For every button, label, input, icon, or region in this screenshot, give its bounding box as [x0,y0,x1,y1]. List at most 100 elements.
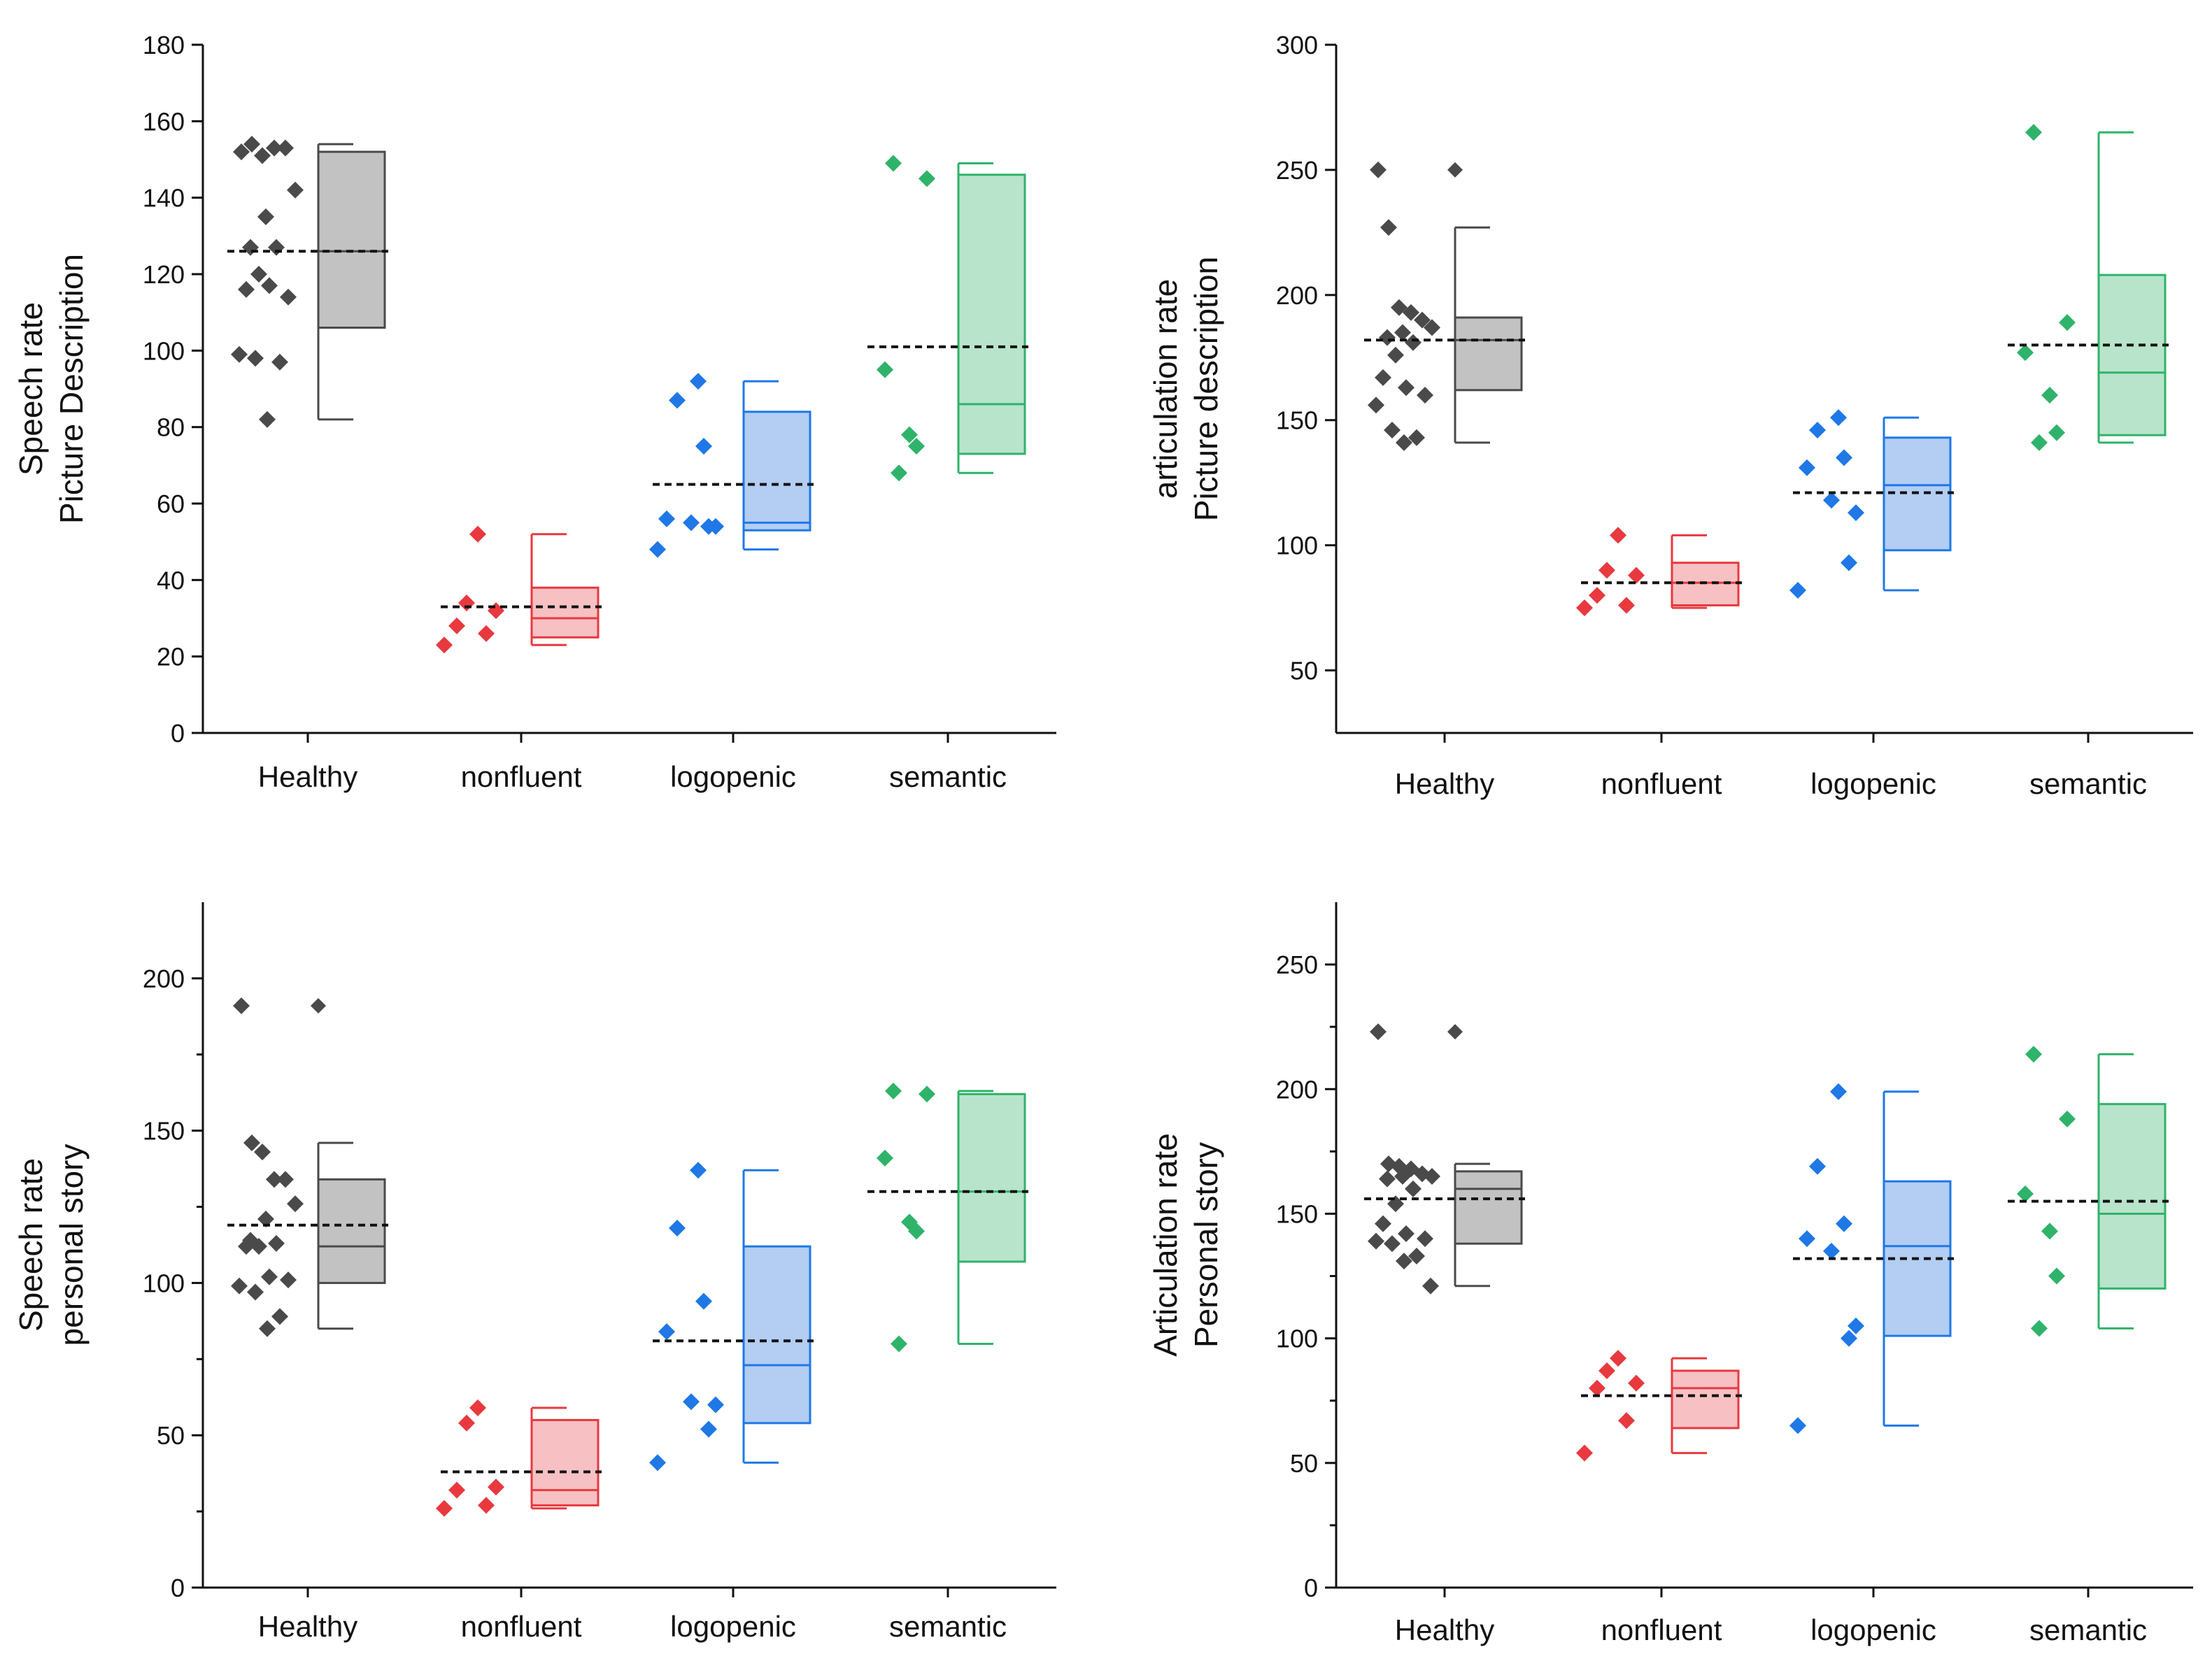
data-point [2025,124,2042,141]
group-nonfluent: nonfluent [1576,1350,1742,1646]
data-point [891,1335,907,1353]
box-iqr [2097,1103,2167,1290]
data-point [1368,1232,1384,1250]
data-point [690,373,707,390]
data-point [257,208,274,225]
data-point [901,426,918,443]
data-point [271,353,288,371]
data-point [885,1083,902,1100]
data-point [268,1234,285,1252]
data-point [700,1420,717,1438]
x-tick-label: logopenic [670,1610,796,1643]
data-point [488,1478,504,1496]
data-point [1408,1248,1425,1265]
outlier-point [311,998,326,1014]
y-tick-label: 250 [1276,950,1318,979]
data-point [1836,1215,1852,1232]
group-logopenic: logopenic [649,373,814,793]
data-point [259,411,276,428]
y-tick-label: 100 [1276,1325,1318,1353]
data-point [1830,1083,1847,1100]
group-nonfluent: nonfluent [436,1399,602,1643]
data-point [1384,1235,1401,1253]
data-point [243,136,260,153]
data-point [1823,1242,1840,1260]
data-point [2025,1046,2042,1063]
data-point [266,1171,283,1188]
group-semantic: semantic [2008,1046,2169,1646]
data-point [458,1414,475,1432]
x-tick-label: semantic [2029,767,2147,800]
data-point [242,238,259,256]
data-point [1589,587,1605,604]
y-tick-label: 0 [1304,1574,1318,1602]
y-tick-label: 120 [143,260,185,289]
data-point [2031,1320,2048,1337]
box-iqr [742,1245,811,1425]
data-point [1380,219,1397,236]
chart-panel-4: 0 50 100 150 200 250 Articulation rate Personal… [1147,902,2193,1646]
x-tick-label: nonfluent [461,760,582,793]
data-point [1394,324,1411,341]
data-point [1387,346,1404,364]
data-point [1848,1317,1864,1334]
data-point [1405,334,1422,351]
data-point [1398,379,1415,397]
data-point [649,1454,666,1471]
data-point [259,1320,276,1337]
group-nonfluent: nonfluent [1576,527,1742,800]
y-axis-label: articulation rate [1147,279,1184,499]
data-point [669,1220,686,1237]
data-point [469,1399,486,1417]
y-tick-label: 60 [157,490,185,518]
data-point [1422,1277,1439,1295]
y-tick-label: 50 [157,1421,185,1450]
group-semantic: semantic [867,155,1028,793]
data-point [1370,1023,1387,1041]
data-point [1618,597,1635,614]
data-point [280,288,297,306]
data-point [2017,1185,2034,1202]
data-point [891,464,907,482]
data-point [254,1143,271,1161]
data-point [919,1085,935,1103]
x-tick-label: semantic [2029,1613,2147,1646]
data-point [669,392,686,409]
data-point [247,1283,264,1301]
y-axis-label: personal story [53,1144,90,1346]
box-iqr [957,1092,1026,1263]
data-point [1628,566,1645,584]
y-tick-label: 100 [1276,532,1318,560]
data-point [1799,1230,1815,1248]
x-tick-label: logopenic [670,760,796,793]
x-tick-label: semantic [889,760,1007,793]
y-tick-label: 200 [1276,281,1318,310]
data-point [277,139,294,157]
y-tick-label: 40 [157,566,185,594]
box-iqr [957,173,1026,455]
group-Healthy: Healthy [1364,1023,1525,1646]
y-tick-label: 150 [1276,406,1318,435]
group-logopenic: logopenic [1789,409,1954,800]
box-iqr [742,411,811,532]
data-point [488,602,504,620]
data-point [287,181,304,199]
data-point [1368,397,1384,414]
data-point [280,1271,297,1289]
data-point [271,1308,288,1325]
box-iqr [317,1178,386,1284]
data-point [919,170,935,187]
chart-panel-2: 50 100 150 200 250 300 articulation rate Pictur… [1147,31,2193,800]
data-point [1576,1444,1593,1462]
data-point [1424,1168,1440,1185]
data-point [458,594,475,612]
group-nonfluent: nonfluent [436,525,602,793]
data-point [238,1238,255,1255]
data-point [436,636,453,654]
data-point [2048,424,2065,441]
x-tick-label: Healthy [258,760,357,793]
y-tick-label: 160 [143,107,185,136]
data-point [700,518,717,535]
outlier-point [1447,162,1463,178]
